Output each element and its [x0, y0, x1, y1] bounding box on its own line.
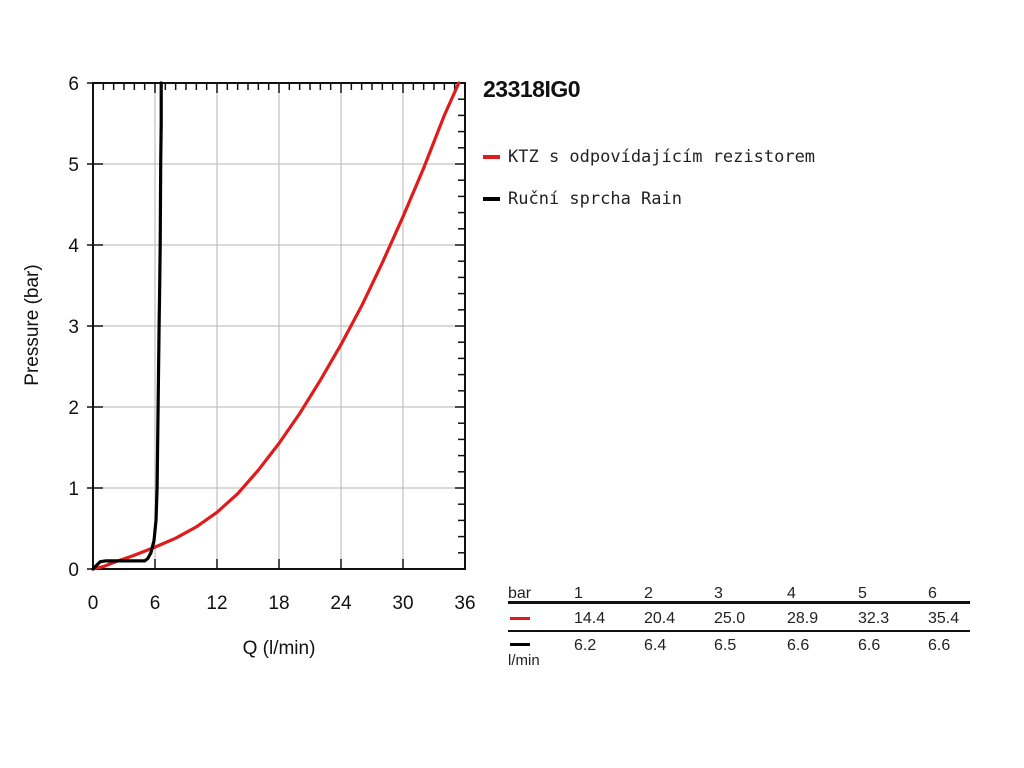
- table-cell: 6.6: [858, 637, 881, 654]
- table-cell: 6.2: [574, 637, 597, 654]
- table-cell: 25.0: [714, 610, 746, 627]
- table-header-cell: 6: [928, 585, 937, 602]
- chart-title: 23318IG0: [483, 76, 581, 102]
- legend-swatch-black: [483, 197, 500, 201]
- x-axis-title: Q (l/min): [242, 638, 316, 659]
- table-header-label: bar: [508, 585, 532, 602]
- table-header-cell: 1: [574, 585, 583, 602]
- table-cell: 6.6: [787, 637, 810, 654]
- table-cell: 6.6: [928, 637, 951, 654]
- y-tick-label: 4: [68, 236, 79, 257]
- table-cell: 35.4: [928, 610, 960, 627]
- table-row-swatch-red: [510, 617, 530, 620]
- table-header-cell: 3: [714, 585, 723, 602]
- table-row-swatch-black: [510, 643, 530, 646]
- table-cell: 14.4: [574, 610, 606, 627]
- x-tick-label: 12: [206, 593, 227, 614]
- legend-swatch-red: [483, 155, 500, 159]
- series-line-1: [91, 81, 163, 571]
- y-tick-label: 6: [68, 74, 79, 95]
- y-tick-label: 0: [68, 560, 79, 581]
- y-tick-label: 5: [68, 155, 79, 176]
- table-header-cell: 2: [644, 585, 653, 602]
- table-header-cell: 4: [787, 585, 796, 602]
- x-tick-label: 30: [392, 593, 413, 614]
- legend-item-1: Ruční sprcha Rain: [483, 178, 815, 220]
- y-tick-label: 1: [68, 479, 79, 500]
- table-cell: 20.4: [644, 610, 676, 627]
- y-tick-label: 3: [68, 317, 79, 338]
- x-tick-label: 6: [150, 593, 161, 614]
- table-cell: 32.3: [858, 610, 890, 627]
- table-header-cell: 5: [858, 585, 867, 602]
- x-tick-label: 24: [330, 593, 352, 614]
- legend: KTZ s odpovídajícím rezistorem Ruční spr…: [483, 136, 815, 220]
- legend-item-0: KTZ s odpovídajícím rezistorem: [483, 136, 815, 178]
- x-tick-label: 36: [454, 593, 475, 614]
- legend-label-0: KTZ s odpovídajícím rezistorem: [508, 147, 816, 167]
- series-line-0: [91, 81, 461, 571]
- table-cell: 28.9: [787, 610, 819, 627]
- y-tick-label: 2: [68, 398, 79, 419]
- table-cell: 6.5: [714, 637, 737, 654]
- y-axis-title: Pressure (bar): [22, 264, 43, 386]
- x-tick-label: 0: [88, 593, 99, 614]
- table-cell: 6.4: [644, 637, 667, 654]
- plot-frame: [92, 82, 466, 570]
- x-tick-label: 18: [268, 593, 289, 614]
- legend-label-1: Ruční sprcha Rain: [508, 189, 682, 209]
- table-header-rule: [508, 601, 970, 604]
- table-unit-label: l/min: [508, 652, 540, 669]
- table-row-rule: [508, 630, 970, 632]
